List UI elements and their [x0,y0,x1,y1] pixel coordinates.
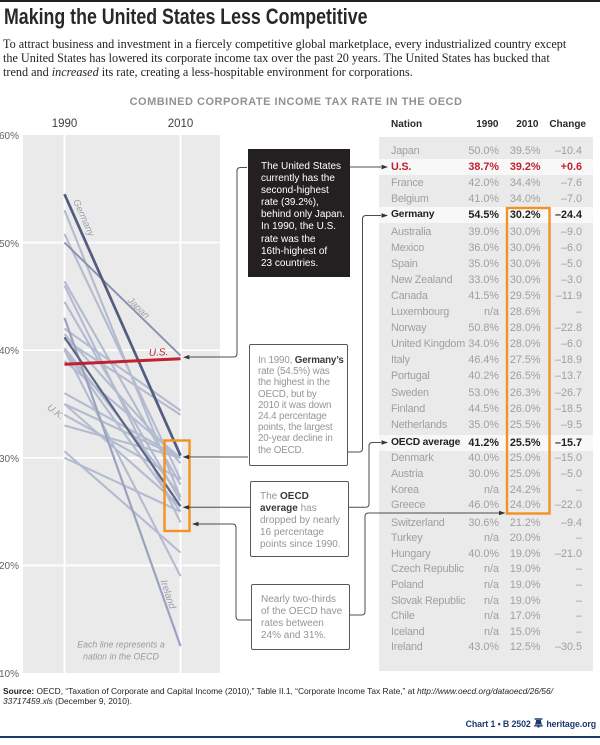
svg-text:nation in the OECD: nation in the OECD [83,652,159,662]
svg-text:U.S.: U.S. [149,347,169,359]
svg-text:Each line represents a: Each line represents a [77,640,165,650]
